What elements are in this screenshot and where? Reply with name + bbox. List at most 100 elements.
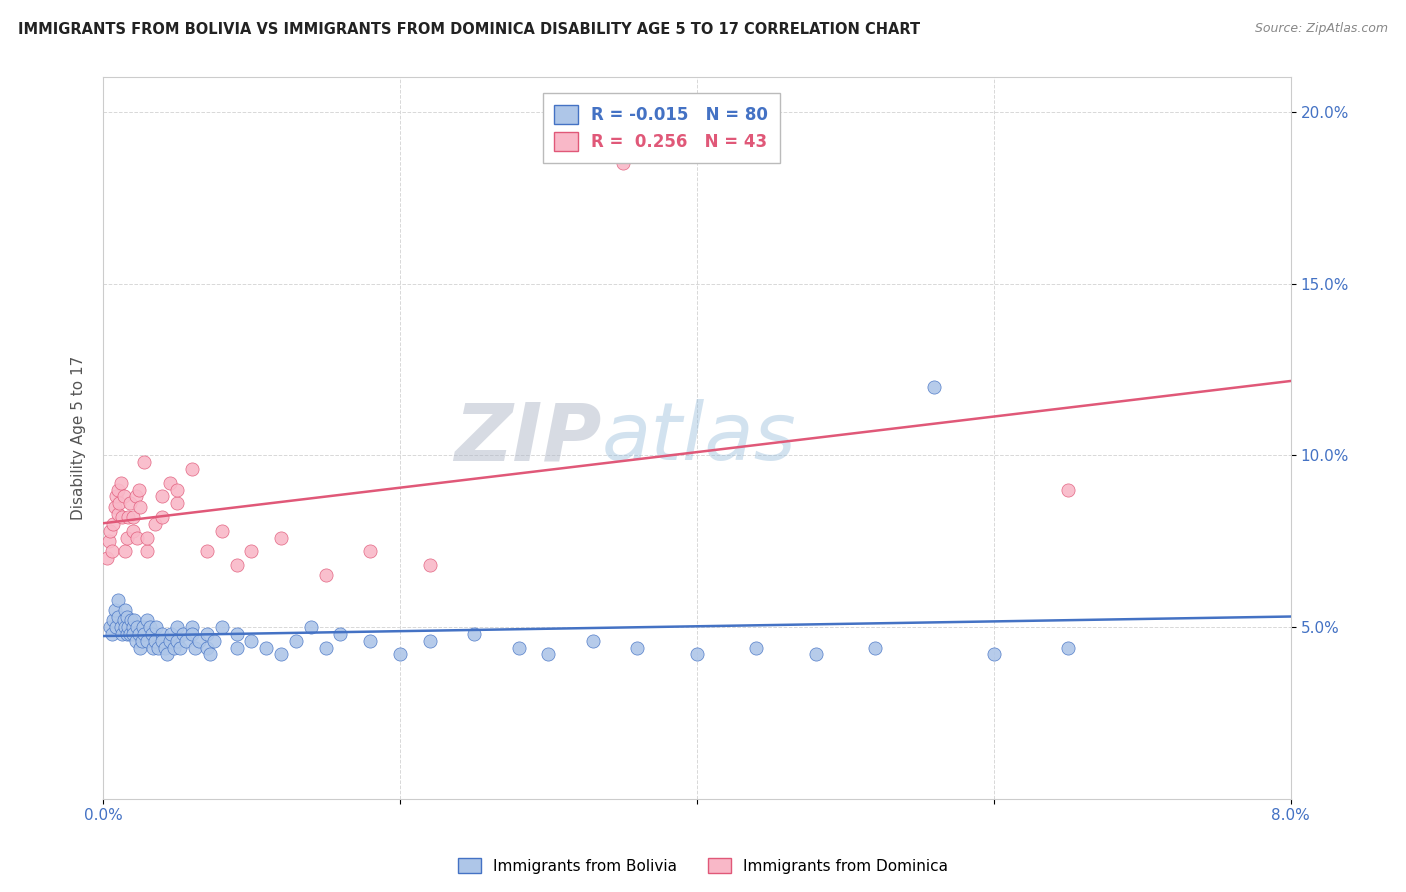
Point xyxy=(105,620,128,634)
Point xyxy=(270,648,292,662)
Point xyxy=(132,620,155,634)
Point xyxy=(156,648,179,662)
Point xyxy=(240,633,263,648)
Point xyxy=(121,627,143,641)
Point xyxy=(174,633,197,648)
Point xyxy=(104,500,127,514)
Text: atlas: atlas xyxy=(602,399,797,477)
Point xyxy=(626,640,648,655)
Point xyxy=(155,640,177,655)
Point xyxy=(143,633,166,648)
Point xyxy=(537,648,560,662)
Point xyxy=(114,603,136,617)
Point xyxy=(1057,483,1080,497)
Point xyxy=(159,475,181,490)
Point xyxy=(121,510,143,524)
Point xyxy=(202,633,225,648)
Point xyxy=(139,620,162,634)
Point xyxy=(150,490,173,504)
Point xyxy=(129,640,152,655)
Point xyxy=(195,627,218,641)
Point xyxy=(863,640,886,655)
Point xyxy=(166,496,188,510)
Point xyxy=(463,627,485,641)
Point xyxy=(107,507,129,521)
Point xyxy=(983,648,1005,662)
Point xyxy=(107,609,129,624)
Point xyxy=(96,551,118,566)
Point xyxy=(160,627,183,641)
Point xyxy=(582,633,605,648)
Point xyxy=(124,490,146,504)
Point xyxy=(159,633,181,648)
Point xyxy=(419,633,441,648)
Point xyxy=(284,633,307,648)
Point xyxy=(111,510,134,524)
Legend: Immigrants from Bolivia, Immigrants from Dominica: Immigrants from Bolivia, Immigrants from… xyxy=(451,852,955,880)
Point xyxy=(686,648,709,662)
Point xyxy=(136,633,159,648)
Y-axis label: Disability Age 5 to 17: Disability Age 5 to 17 xyxy=(72,356,86,520)
Point xyxy=(388,648,411,662)
Point xyxy=(240,544,263,558)
Point xyxy=(104,603,127,617)
Point xyxy=(359,633,381,648)
Point xyxy=(117,620,139,634)
Point xyxy=(107,592,129,607)
Point xyxy=(924,379,946,393)
Point xyxy=(101,627,124,641)
Point xyxy=(128,483,150,497)
Point xyxy=(195,640,218,655)
Point xyxy=(146,640,169,655)
Point xyxy=(419,558,441,573)
Point xyxy=(125,620,148,634)
Point xyxy=(124,633,146,648)
Point xyxy=(181,620,204,634)
Point xyxy=(181,462,204,476)
Point xyxy=(142,640,165,655)
Point xyxy=(225,558,247,573)
Point xyxy=(315,568,337,582)
Point xyxy=(315,640,337,655)
Point xyxy=(145,620,167,634)
Point xyxy=(115,609,138,624)
Point xyxy=(225,627,247,641)
Point xyxy=(128,627,150,641)
Legend: R = -0.015   N = 80, R =  0.256   N = 43: R = -0.015 N = 80, R = 0.256 N = 43 xyxy=(543,93,779,163)
Point xyxy=(134,455,156,469)
Point xyxy=(143,516,166,531)
Point xyxy=(136,544,159,558)
Point xyxy=(211,524,233,538)
Point xyxy=(111,627,134,641)
Point xyxy=(117,510,139,524)
Point xyxy=(163,640,186,655)
Point xyxy=(121,620,143,634)
Text: ZIP: ZIP xyxy=(454,399,602,477)
Point xyxy=(110,620,132,634)
Point xyxy=(141,627,163,641)
Point xyxy=(745,640,768,655)
Point xyxy=(136,531,159,545)
Point xyxy=(181,627,204,641)
Point xyxy=(129,500,152,514)
Point xyxy=(118,627,141,641)
Point xyxy=(198,648,221,662)
Point xyxy=(150,510,173,524)
Point xyxy=(118,496,141,510)
Point xyxy=(114,620,136,634)
Point xyxy=(115,627,138,641)
Point xyxy=(225,640,247,655)
Point xyxy=(172,627,194,641)
Text: Source: ZipAtlas.com: Source: ZipAtlas.com xyxy=(1254,22,1388,36)
Point xyxy=(108,496,131,510)
Point xyxy=(254,640,277,655)
Point xyxy=(169,640,191,655)
Point xyxy=(98,524,121,538)
Point xyxy=(105,490,128,504)
Point xyxy=(121,524,143,538)
Point xyxy=(134,627,156,641)
Point xyxy=(270,531,292,545)
Point xyxy=(125,531,148,545)
Point xyxy=(131,633,153,648)
Text: IMMIGRANTS FROM BOLIVIA VS IMMIGRANTS FROM DOMINICA DISABILITY AGE 5 TO 17 CORRE: IMMIGRANTS FROM BOLIVIA VS IMMIGRANTS FR… xyxy=(18,22,921,37)
